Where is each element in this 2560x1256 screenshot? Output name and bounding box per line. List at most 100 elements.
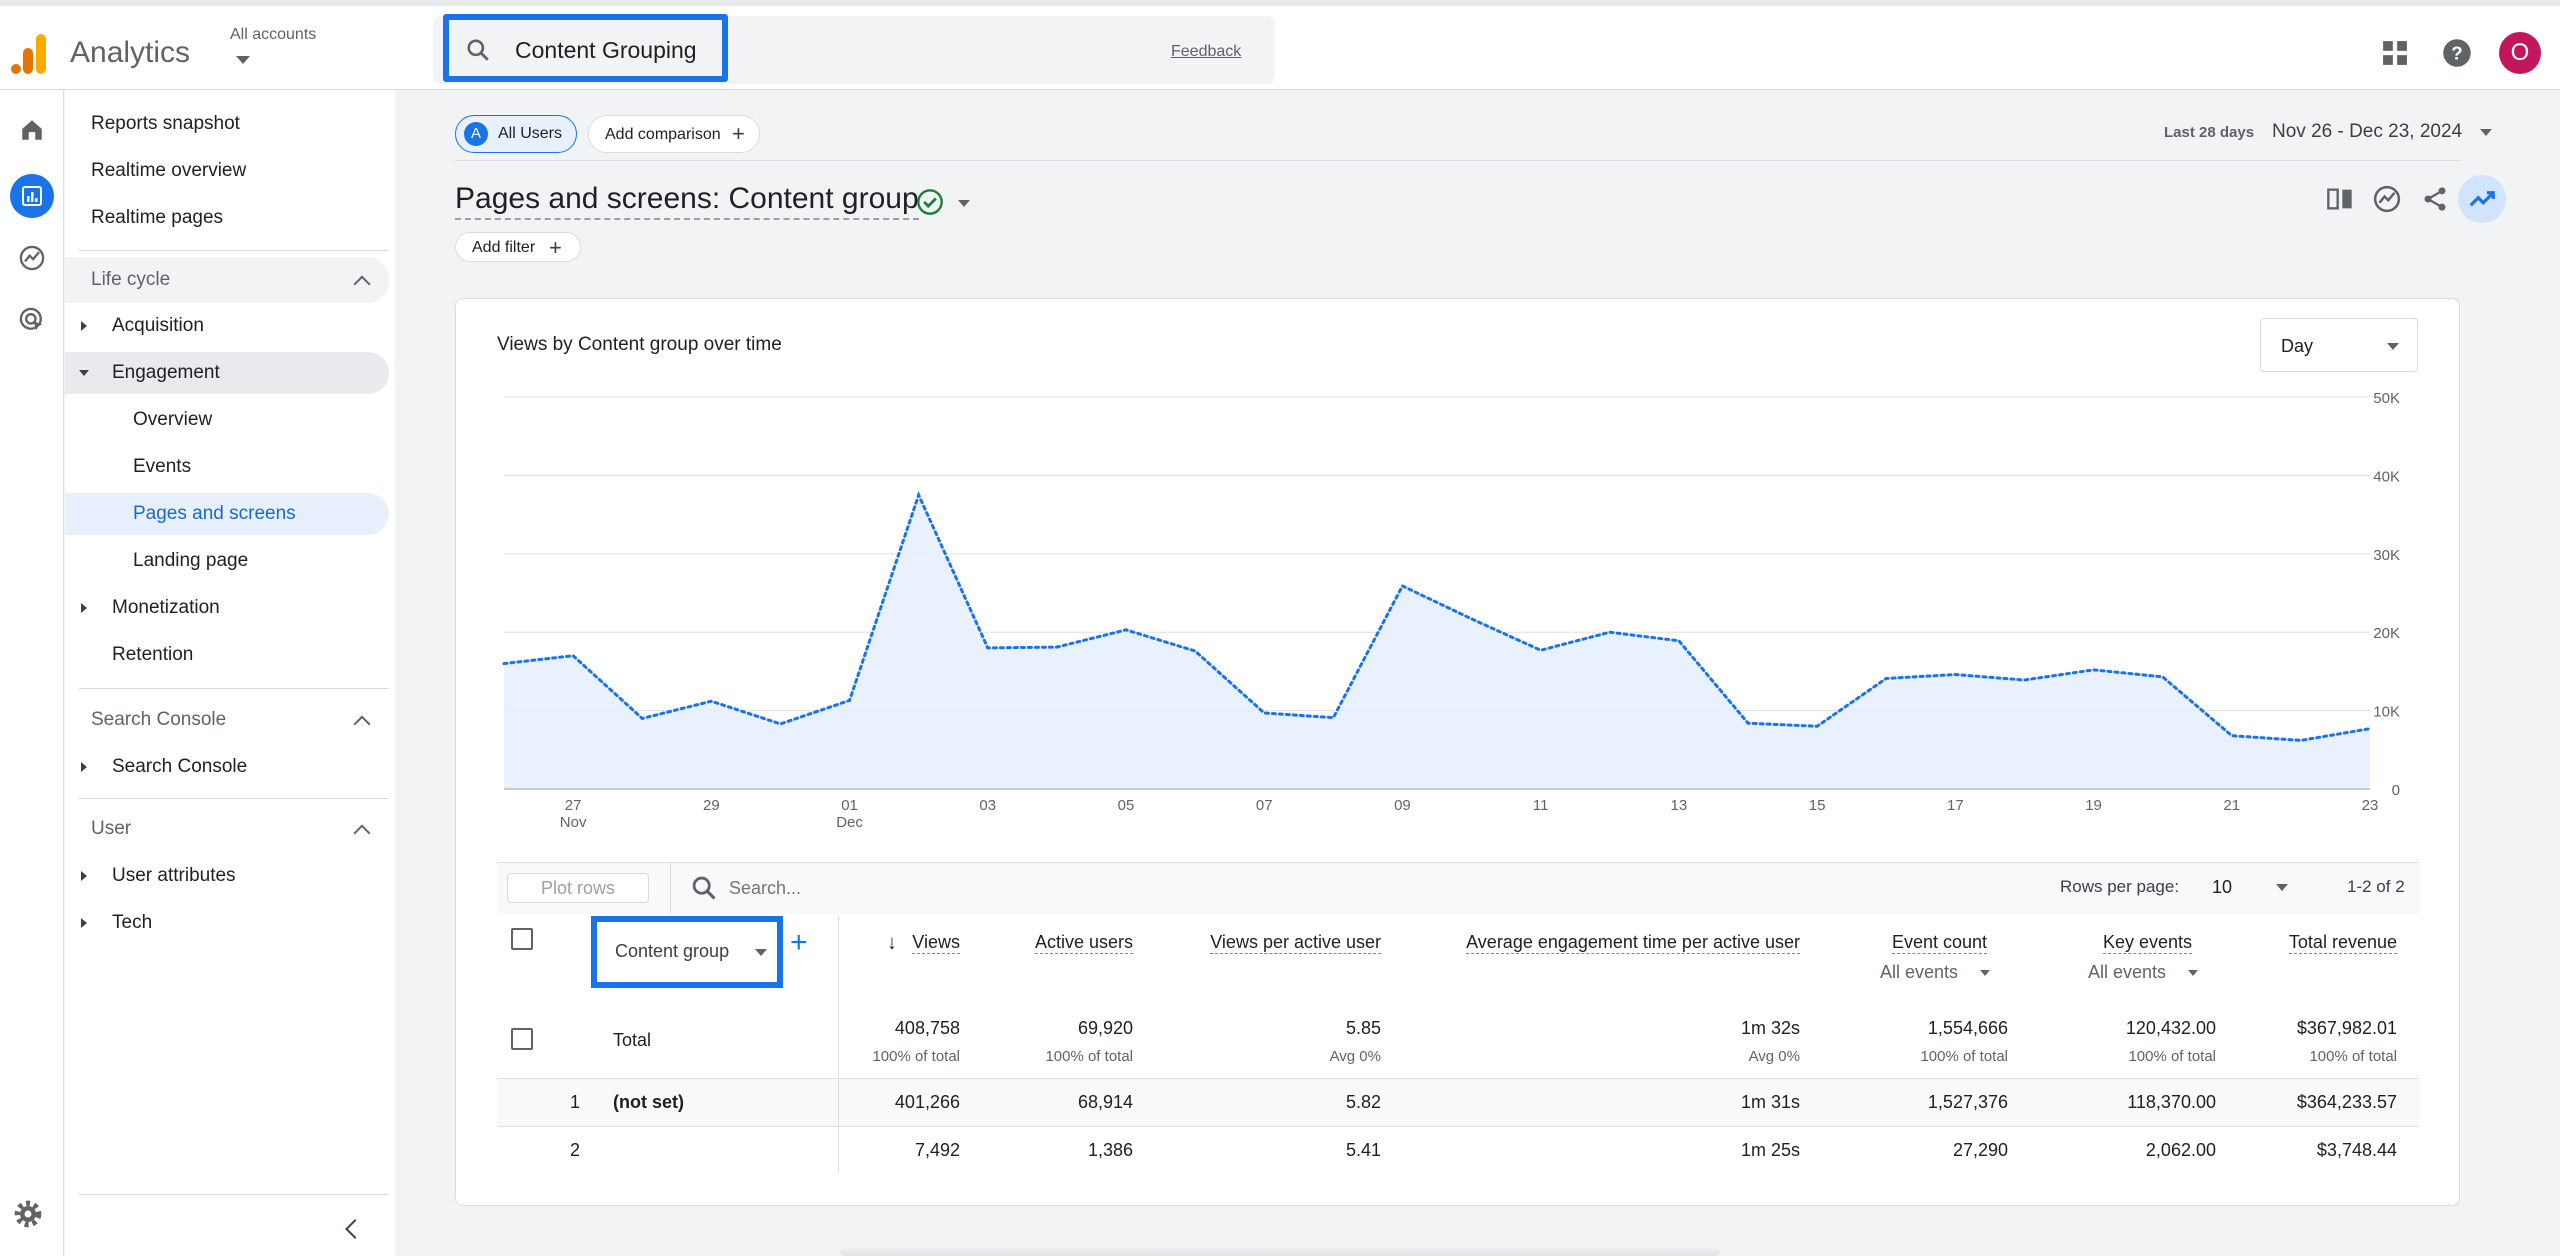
chevron-up-icon[interactable] bbox=[353, 715, 371, 733]
event-count-filter[interactable]: All events bbox=[1880, 962, 1959, 982]
sidebar-item-overview[interactable]: Overview bbox=[133, 409, 213, 430]
rows-per-page-select[interactable]: 10 bbox=[2212, 877, 2233, 897]
rows-per-page-label: Rows per page: bbox=[2060, 877, 2180, 896]
title-caret-icon[interactable] bbox=[958, 200, 970, 207]
settings-gear-icon[interactable] bbox=[12, 1198, 44, 1230]
add-dimension-icon[interactable]: + bbox=[790, 926, 808, 959]
total-revenue-sub: 100% of total bbox=[2309, 1048, 2397, 1065]
chevron-up-icon[interactable] bbox=[353, 824, 371, 842]
row-dimension[interactable]: (not set) bbox=[613, 1092, 684, 1112]
column-avg-engagement[interactable]: Average engagement time per active user bbox=[1466, 932, 1800, 954]
row-total-revenue: $3,748.44 bbox=[2316, 1140, 2397, 1160]
chevron-down-icon bbox=[2387, 343, 2399, 350]
apps-grid-icon[interactable] bbox=[2382, 40, 2408, 66]
row-views: 401,266 bbox=[894, 1092, 960, 1112]
sidebar-item-landing-page[interactable]: Landing page bbox=[133, 550, 249, 571]
expand-arrow-icon[interactable] bbox=[81, 321, 87, 331]
sidebar-section-user[interactable]: User bbox=[65, 808, 389, 850]
sidebar-item-engagement[interactable]: Engagement bbox=[65, 352, 389, 394]
total-row-checkbox[interactable] bbox=[511, 1028, 533, 1050]
feedback-link[interactable]: Feedback bbox=[1171, 43, 1242, 60]
search-input[interactable]: Content Grouping bbox=[515, 37, 697, 63]
chevron-down-icon[interactable] bbox=[2188, 970, 2198, 976]
avatar[interactable]: O bbox=[2499, 32, 2541, 74]
sidebar-item-search-console[interactable]: Search Console bbox=[65, 746, 389, 788]
expand-arrow-icon[interactable] bbox=[81, 603, 87, 613]
home-icon[interactable] bbox=[14, 112, 50, 148]
select-all-checkbox[interactable] bbox=[511, 928, 533, 950]
help-icon[interactable]: ? bbox=[2442, 38, 2472, 68]
sidebar-item-events[interactable]: Events bbox=[133, 456, 192, 477]
segment-letter: A bbox=[464, 122, 488, 146]
divider bbox=[497, 1126, 2419, 1127]
share-icon[interactable] bbox=[2418, 182, 2452, 216]
column-event-count[interactable]: Event count bbox=[1891, 932, 1987, 954]
column-views[interactable]: Views bbox=[912, 932, 960, 954]
compare-columns-icon[interactable] bbox=[2323, 182, 2357, 216]
expand-arrow-icon[interactable] bbox=[81, 762, 87, 772]
collapse-sidebar-icon[interactable] bbox=[345, 1219, 365, 1239]
sidebar-item-retention[interactable]: Retention bbox=[112, 644, 194, 665]
chart-title: Views by Content group over time bbox=[497, 334, 782, 355]
sidebar-item-reports-snapshot[interactable]: Reports snapshot bbox=[91, 113, 240, 134]
date-range-picker[interactable]: Nov 26 - Dec 23, 2024 bbox=[2272, 121, 2463, 142]
reports-icon[interactable] bbox=[10, 174, 54, 218]
date-range-label: Last 28 days bbox=[2164, 124, 2255, 141]
sidebar-item-acquisition[interactable]: Acquisition bbox=[65, 305, 389, 347]
sidebar-item-pages-and-screens[interactable]: Pages and screens bbox=[65, 493, 389, 535]
chevron-down-icon[interactable] bbox=[2276, 884, 2288, 891]
date-caret-icon[interactable] bbox=[2480, 129, 2492, 136]
svg-text:?: ? bbox=[2451, 42, 2462, 63]
sidebar-item-realtime-pages[interactable]: Realtime pages bbox=[91, 207, 224, 228]
total-views-sub: 100% of total bbox=[872, 1048, 960, 1065]
segment-chip[interactable]: A All Users bbox=[455, 115, 577, 153]
plot-rows-button[interactable]: Plot rows bbox=[507, 873, 649, 903]
analytics-logo-icon[interactable] bbox=[10, 32, 48, 76]
chevron-up-icon[interactable] bbox=[353, 275, 371, 293]
dimension-select[interactable]: Content group bbox=[591, 916, 783, 988]
expand-arrow-icon[interactable] bbox=[81, 918, 87, 928]
collapse-arrow-icon[interactable] bbox=[79, 370, 89, 376]
report-card bbox=[455, 298, 2460, 1206]
column-key-events[interactable]: Key events bbox=[2102, 932, 2192, 954]
total-views-per-user: 5.85 bbox=[1345, 1018, 1381, 1038]
row-event-count: 27,290 bbox=[1952, 1140, 2008, 1160]
scroll-shadow bbox=[840, 1246, 1720, 1256]
table-search-input[interactable] bbox=[729, 878, 1029, 899]
column-total-revenue[interactable]: Total revenue bbox=[2288, 932, 2397, 954]
account-selector[interactable]: All accounts bbox=[230, 26, 317, 43]
row-index: 1 bbox=[570, 1092, 581, 1112]
divider bbox=[79, 688, 389, 689]
key-events-filter[interactable]: All events bbox=[2088, 962, 2167, 982]
insights-icon[interactable] bbox=[2370, 182, 2404, 216]
expand-arrow-icon[interactable] bbox=[81, 871, 87, 881]
add-filter-button[interactable]: Add filter + bbox=[455, 232, 581, 262]
divider bbox=[670, 862, 671, 914]
chevron-down-icon[interactable] bbox=[1980, 970, 1990, 976]
account-caret-icon[interactable] bbox=[236, 56, 250, 64]
column-views-per-user[interactable]: Views per active user bbox=[1210, 932, 1381, 954]
total-event-count-sub: 100% of total bbox=[1920, 1048, 2008, 1065]
sidebar-section-lifecycle[interactable]: Life cycle bbox=[65, 257, 389, 303]
search-icon bbox=[467, 39, 489, 61]
trend-insights-icon[interactable] bbox=[2458, 175, 2506, 223]
granularity-select[interactable]: Day bbox=[2260, 318, 2418, 372]
sidebar-item-realtime-overview[interactable]: Realtime overview bbox=[91, 160, 247, 181]
header: Analytics All accounts Content Grouping … bbox=[0, 6, 2560, 90]
search-box[interactable] bbox=[433, 16, 1275, 84]
explore-icon[interactable] bbox=[14, 240, 50, 276]
divider bbox=[79, 798, 389, 799]
sidebar-item-user-attributes[interactable]: User attributes bbox=[65, 855, 389, 897]
column-active-users[interactable]: Active users bbox=[1034, 932, 1133, 954]
total-event-count: 1,554,666 bbox=[1927, 1018, 2008, 1038]
sort-down-icon[interactable]: ↓ bbox=[887, 932, 897, 954]
advertising-icon[interactable] bbox=[14, 302, 50, 338]
sidebar-item-monetization[interactable]: Monetization bbox=[65, 587, 389, 629]
row-avg-engagement: 1m 31s bbox=[1740, 1092, 1800, 1112]
divider bbox=[79, 250, 389, 251]
add-comparison-button[interactable]: Add comparison + bbox=[588, 115, 760, 153]
sidebar-section-search-console[interactable]: Search Console bbox=[65, 699, 389, 741]
sidebar-item-tech[interactable]: Tech bbox=[65, 902, 389, 944]
row-views-per-user: 5.82 bbox=[1345, 1092, 1381, 1112]
check-circle-icon[interactable] bbox=[916, 188, 944, 216]
